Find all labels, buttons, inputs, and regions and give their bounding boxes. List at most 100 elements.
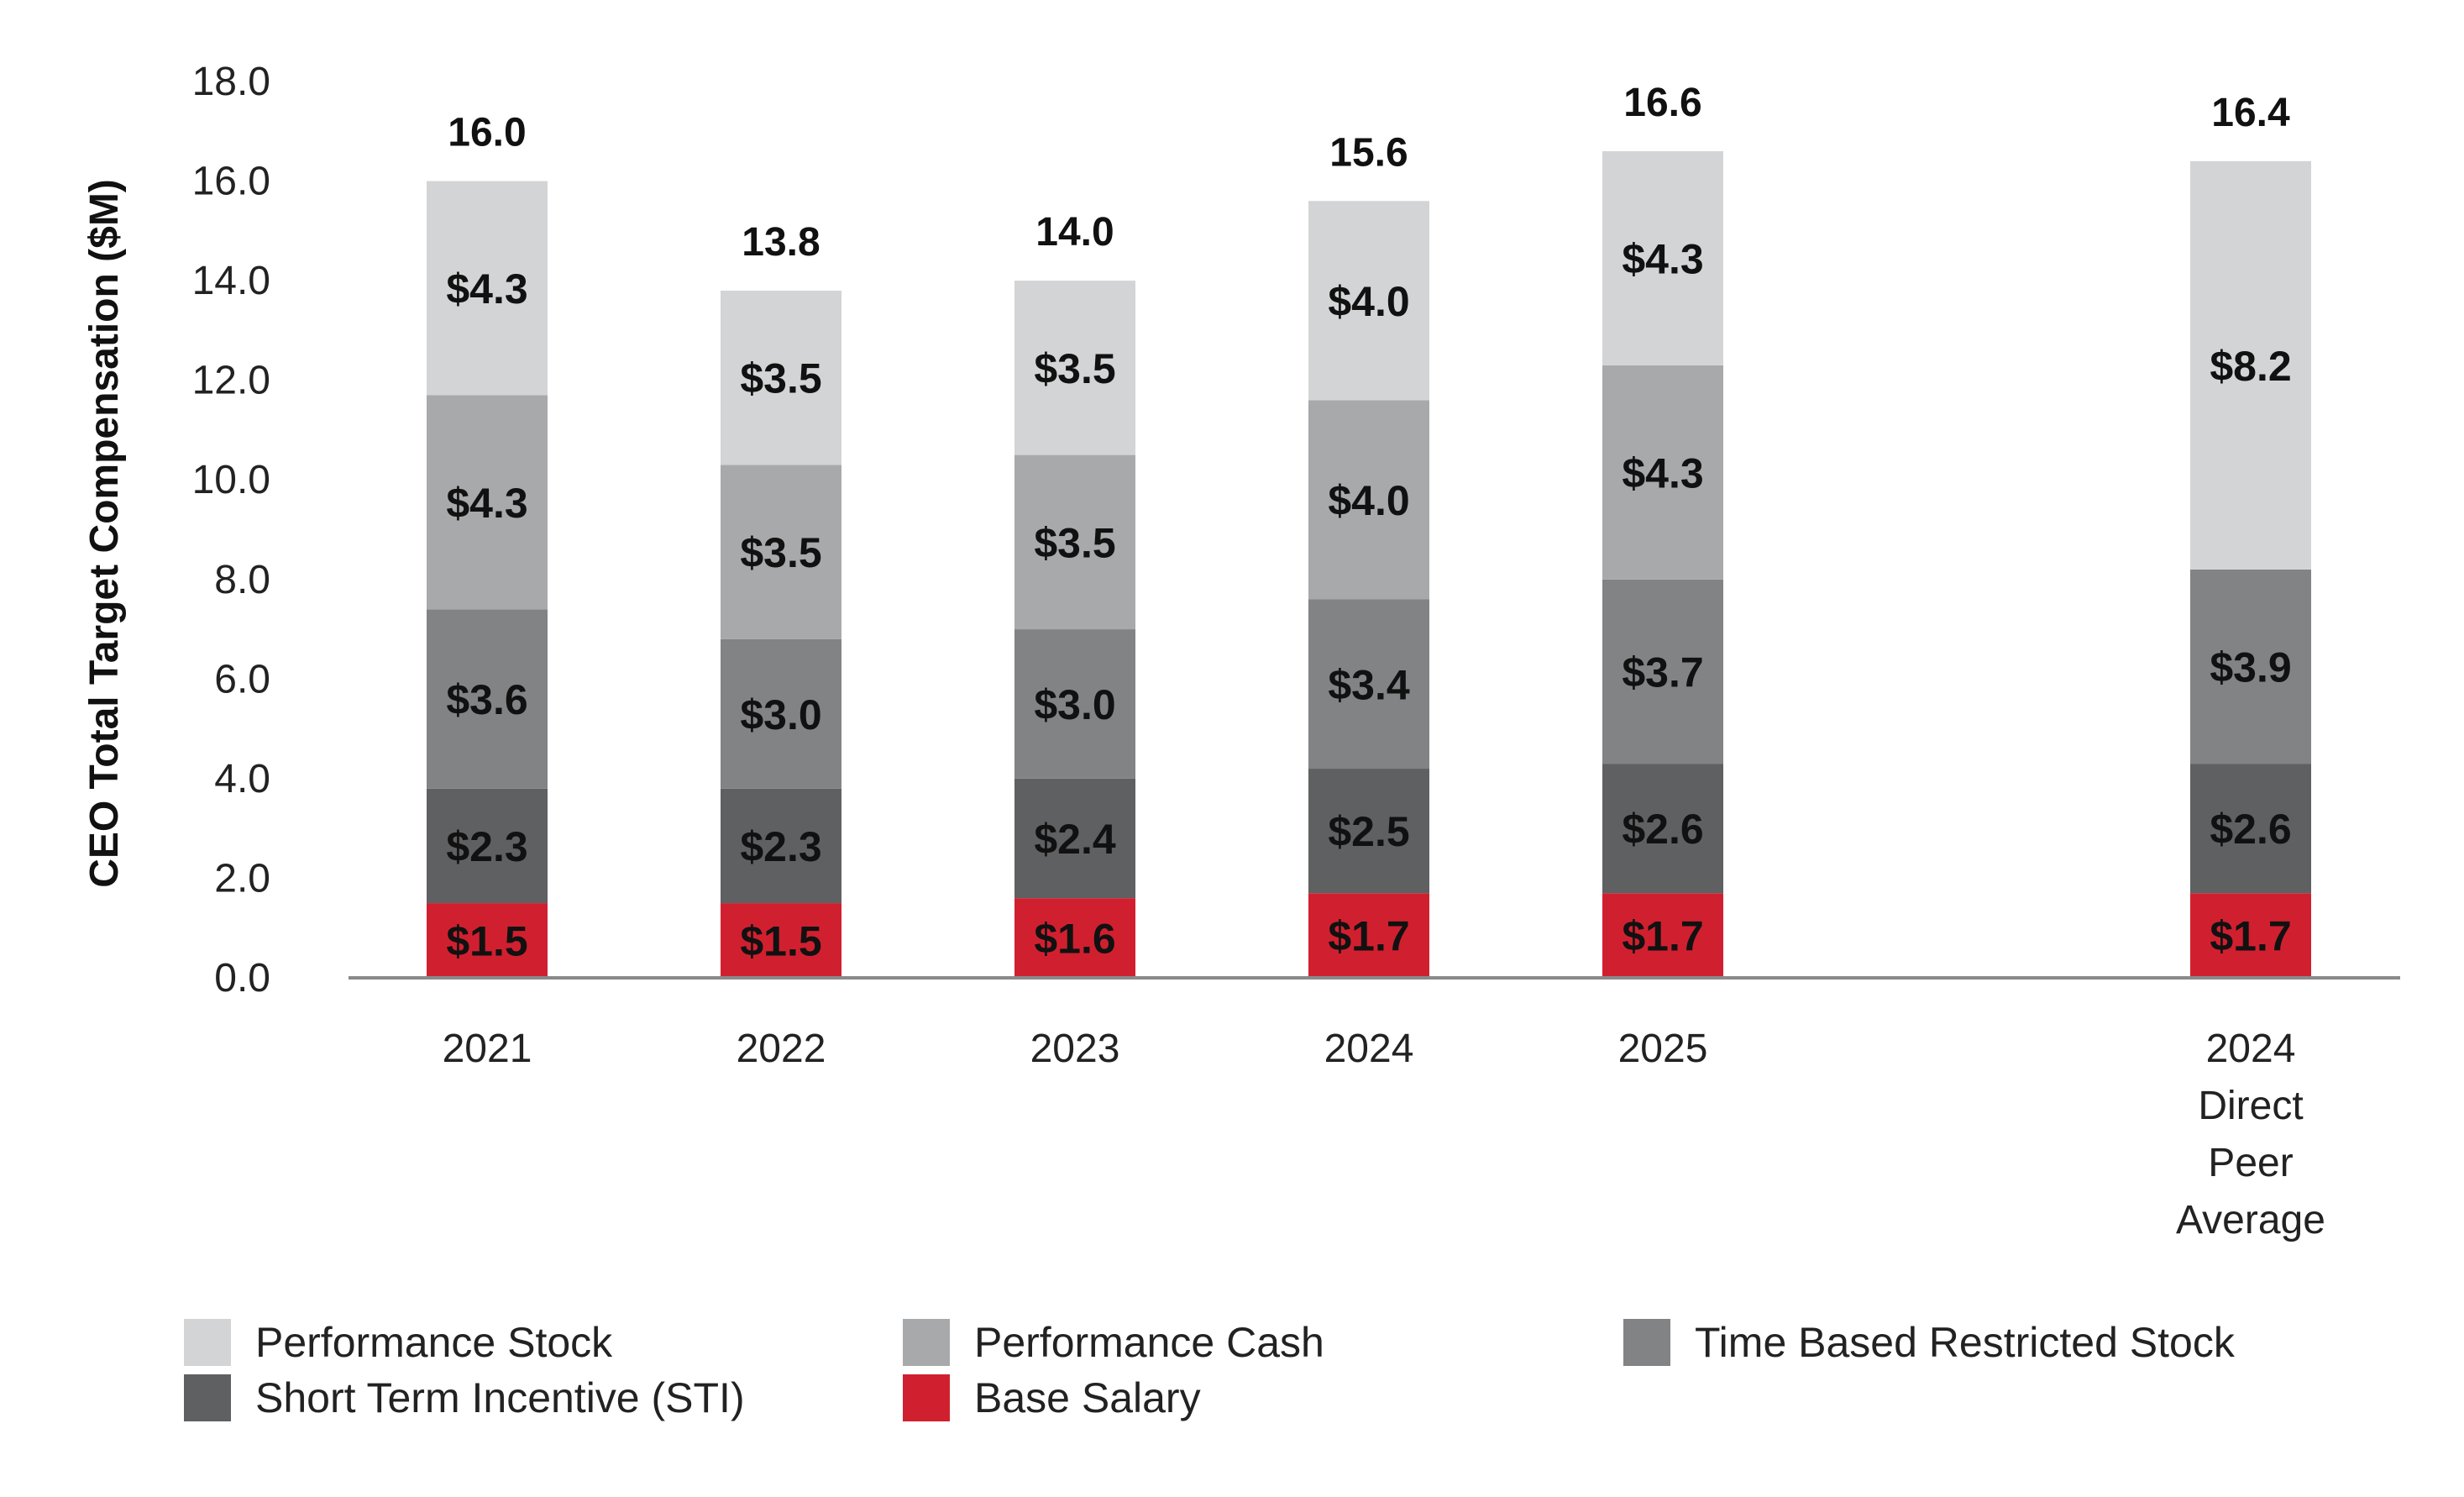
bar-segment [1014,281,1135,455]
y-tick-label: 8.0 [214,558,270,602]
segment-value-label: $4.3 [446,265,527,313]
bar-segment [2190,160,2311,570]
bar-segment [2190,569,2311,764]
bar-segment [721,290,841,465]
bar-segment [1308,893,1429,978]
y-tick-label: 6.0 [214,657,270,701]
segment-value-label: $4.3 [446,480,527,527]
y-tick-label: 2.0 [214,856,270,901]
bar-segment [1014,629,1135,779]
bar-segment [721,465,841,639]
segment-value-label: $1.7 [2210,913,2291,960]
y-tick-label: 18.0 [192,60,270,104]
segment-value-label: $2.3 [740,823,821,870]
segment-value-label: $4.0 [1328,278,1409,325]
segment-value-label: $3.7 [1622,649,1703,696]
bar-segment [2190,764,2311,894]
x-axis-labels: 2021 2022 2023 2024 2025 2024 Direct Peer Averag… [443,1027,2325,1242]
legend: Performance Stock Performance Cash Time Ba… [184,1319,2236,1421]
legend-item: Performance Stock [184,1319,613,1366]
segment-value-label: $3.0 [1034,681,1115,728]
bar-segment [427,395,548,610]
bar-total-label: 16.6 [1623,81,1701,125]
bar-segment [1014,778,1135,899]
bar-total-label: 13.8 [742,220,820,265]
bar-segment [1308,400,1429,600]
bar-total-label: 15.6 [1329,130,1408,175]
segment-value-label: $3.4 [1328,661,1410,708]
y-tick-label: 10.0 [192,458,270,502]
segment-value-label: $3.5 [1034,345,1115,392]
legend-label: Performance Stock [255,1319,613,1366]
x-tick-label: 2021 [443,1027,532,1071]
segment-value-label: $3.6 [446,676,527,723]
bar-segment [427,181,548,396]
y-tick-label: 12.0 [192,359,270,403]
x-tick-label: 2025 [1618,1027,1708,1071]
segment-value-label: $3.0 [740,691,821,738]
legend-item: Performance Cash [903,1319,1324,1366]
y-tick-label: 4.0 [214,757,270,801]
segment-value-label: $3.5 [740,529,821,576]
legend-swatch [903,1374,950,1421]
segment-value-label: $1.7 [1328,913,1409,960]
legend-swatch [184,1374,231,1421]
segment-value-label: $4.0 [1328,477,1409,524]
bar-segment [1308,769,1429,894]
bar-total-label: 14.0 [1035,210,1114,255]
legend-swatch [903,1319,950,1366]
bar-segment [427,903,548,978]
legend-swatch [184,1319,231,1366]
segment-value-label: $3.5 [1034,519,1115,566]
x-tick-label: Peer [2208,1141,2293,1185]
segment-value-label: $2.6 [2210,806,2291,853]
segment-value-label: $1.6 [1034,916,1115,963]
y-tick-label: 14.0 [192,259,270,303]
bar-segment [1602,365,1723,580]
segment-value-label: $4.3 [1622,235,1703,282]
bar-segment [1308,599,1429,770]
legend-swatch [1623,1319,1670,1366]
y-axis: 0.0 2.0 4.0 6.0 8.0 10.0 12.0 14.0 16.0 18.0 [192,60,270,1001]
bar-segment [1014,454,1135,630]
legend-item: Time Based Restricted Stock [1623,1319,2236,1366]
segment-value-label: $2.6 [1622,806,1703,853]
bar-segment [427,788,548,904]
bar-segment [721,638,841,789]
segment-value-label: $8.2 [2210,343,2291,390]
bar-segment [1602,764,1723,894]
bar-segment [1308,201,1429,401]
segment-value-label: $1.5 [446,918,527,965]
bar-total-label: 16.4 [2211,91,2290,135]
segment-value-label: $1.5 [740,918,821,965]
segment-value-label: $3.9 [2210,644,2291,691]
bar-segment [721,788,841,904]
legend-label: Base Salary [974,1374,1201,1421]
bar-segment [1014,898,1135,978]
bar-segment [1602,150,1723,365]
y-axis-label: CEO Total Target Compensation ($M) [82,179,127,888]
bar-segment [2190,893,2311,978]
segment-value-label: $2.3 [446,823,527,870]
legend-item: Base Salary [903,1374,1201,1421]
x-tick-label: 2024 [1324,1027,1414,1071]
legend-label: Time Based Restricted Stock [1695,1319,2236,1366]
legend-item: Short Term Incentive (STI) [184,1374,745,1421]
segment-value-label: $2.4 [1034,816,1116,863]
bar-total-label: 16.0 [448,111,526,155]
legend-label: Short Term Incentive (STI) [255,1374,745,1421]
x-tick-label: Average [2176,1198,2325,1242]
x-tick-label: Direct [2198,1084,2303,1128]
x-tick-label: 2022 [737,1027,826,1071]
legend-label: Performance Cash [974,1319,1324,1366]
bar-segment [1602,893,1723,978]
bars: $1.5 $2.3 $3.6 $4.3 $4.3 16.0 $1.5 $2.3 $3.0 $3.5… [427,81,2311,978]
segment-value-label: $3.5 [740,355,821,402]
segment-value-label: $1.7 [1622,913,1703,960]
segment-value-label: $4.3 [1622,449,1703,496]
x-tick-label: 2023 [1030,1027,1120,1071]
bar-segment [427,609,548,789]
x-tick-label: 2024 [2206,1027,2296,1071]
bar-segment [1602,579,1723,764]
